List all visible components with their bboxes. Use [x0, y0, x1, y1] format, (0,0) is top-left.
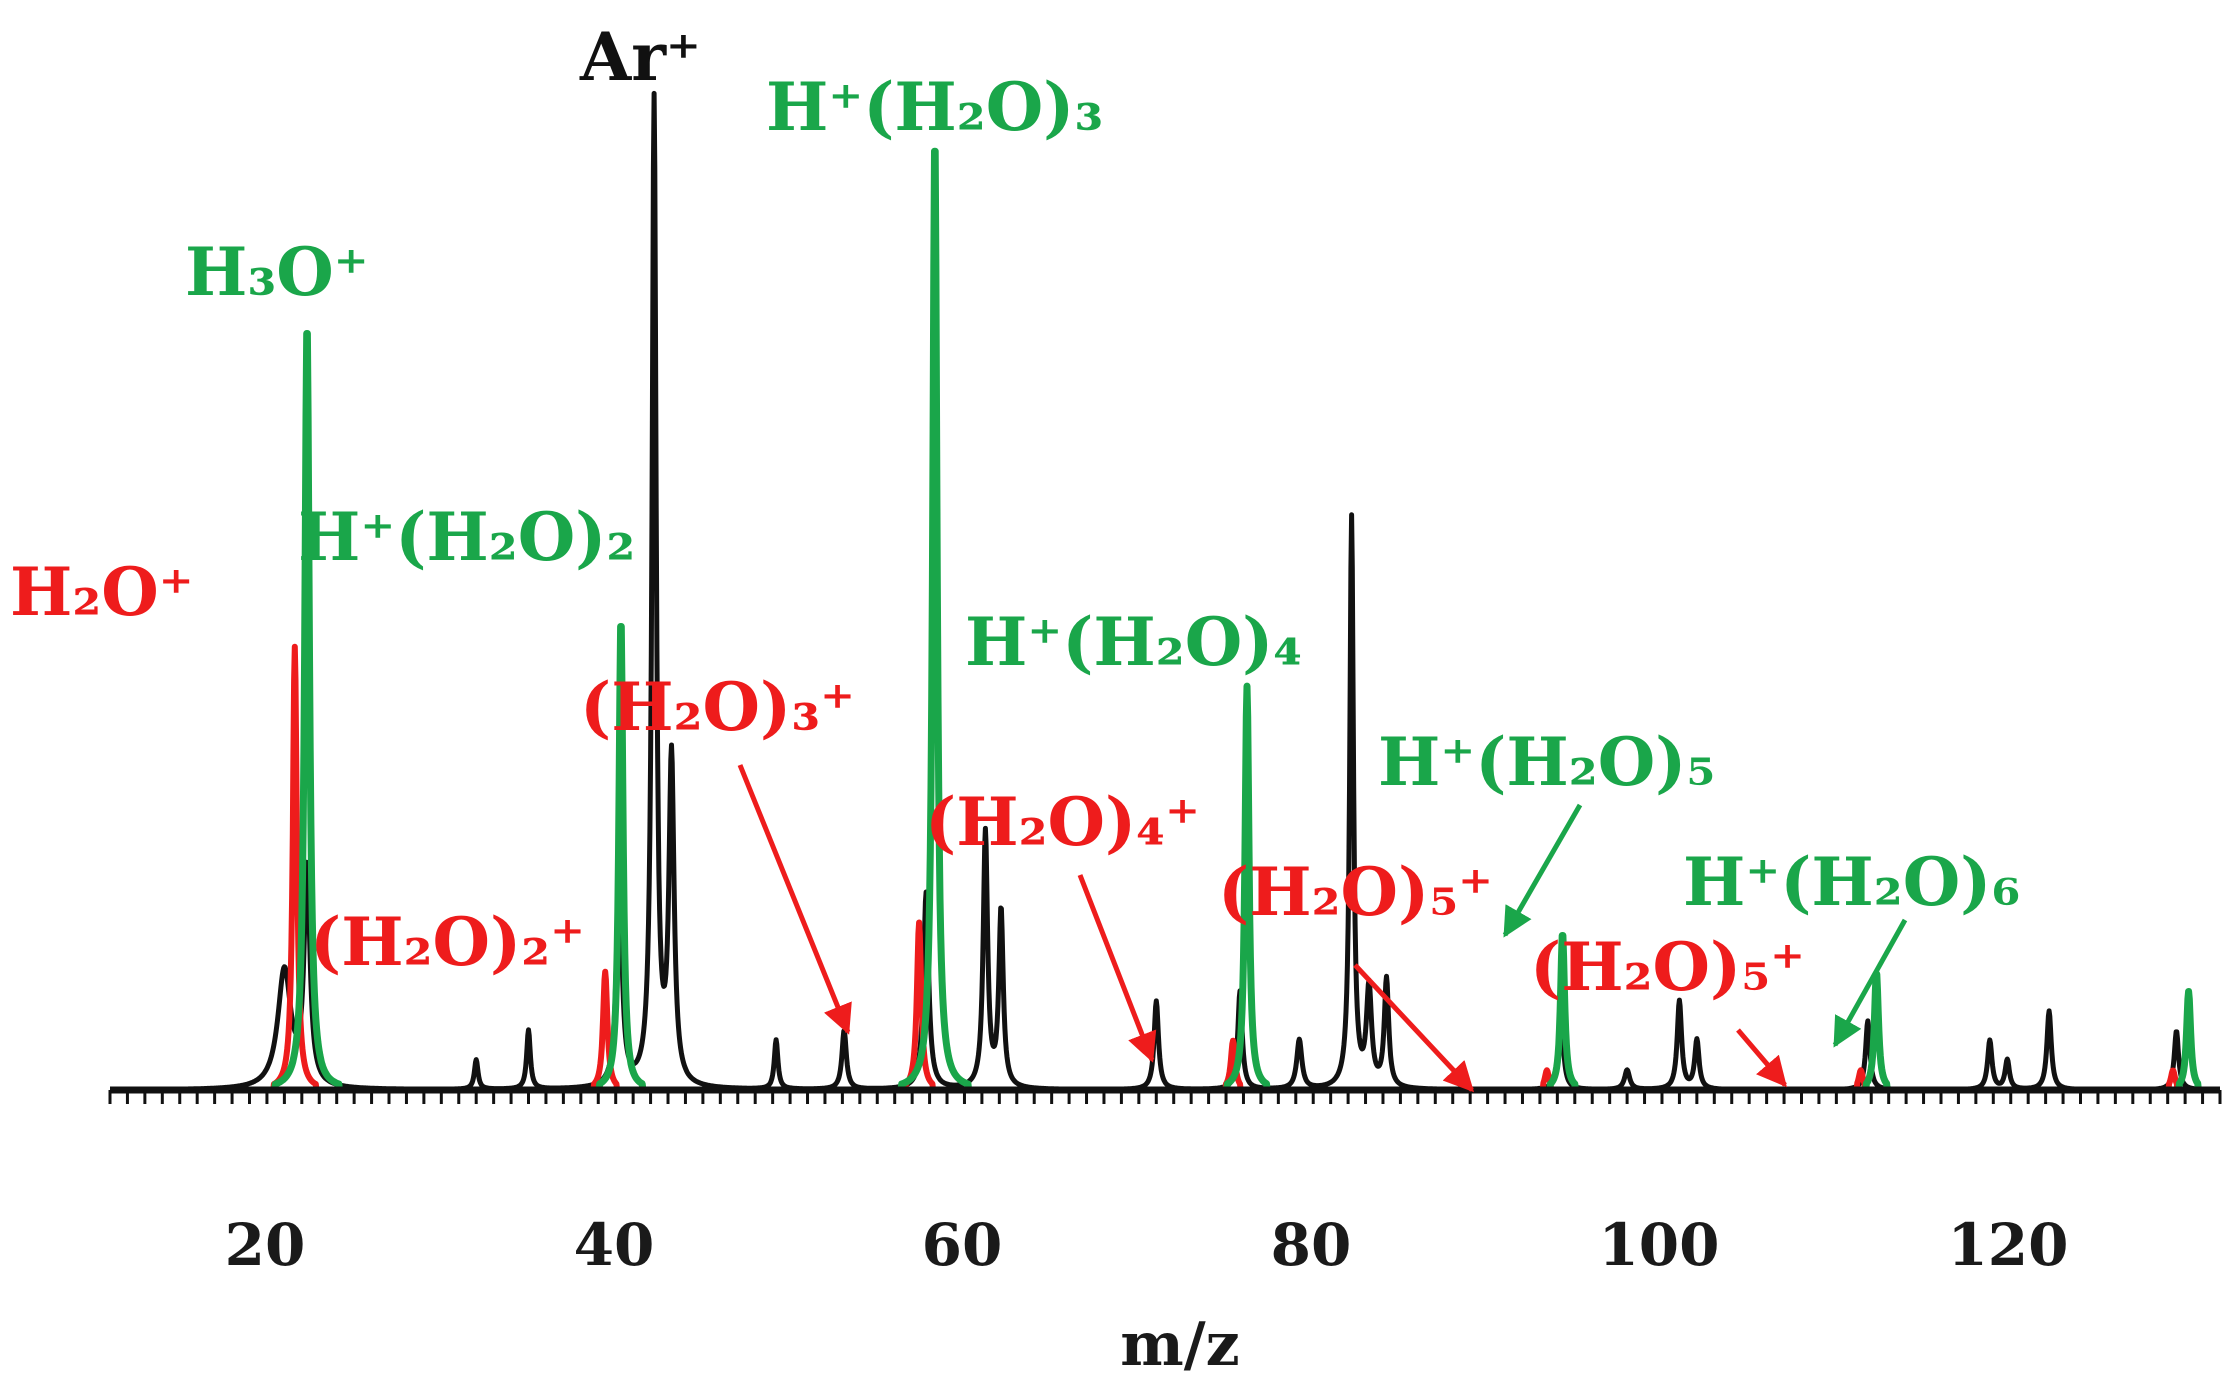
x-axis	[108, 1086, 2222, 1104]
annotation-h-h2o-4: H⁺(H₂O)₄	[965, 603, 1302, 681]
arrow-h-h2o-5	[1502, 803, 1583, 938]
annotation-h-h2o-6: H⁺(H₂O)₆	[1683, 843, 2020, 921]
annotation-h2o-5a: (H₂O)₅⁺	[1218, 853, 1493, 931]
arrow-h2o-5b	[1736, 1028, 1787, 1088]
annotation-arrows	[737, 764, 1908, 1093]
x-tick-label-40: 40	[574, 1211, 655, 1279]
x-tick-label-120: 120	[1947, 1211, 2068, 1279]
arrow-h-h2o-6	[1832, 918, 1908, 1048]
x-tick-label-80: 80	[1271, 1211, 1352, 1279]
annotation-h-h2o-5: H⁺(H₂O)₅	[1378, 723, 1715, 801]
annotation-h-h2o-3: H⁺(H₂O)₃	[766, 68, 1103, 146]
annotation-ar: Ar⁺	[579, 18, 701, 96]
annotation-h3o: H₃O⁺	[185, 233, 369, 311]
x-tick-label-100: 100	[1598, 1211, 1719, 1279]
arrow-h2o-5a	[1353, 963, 1475, 1093]
annotation-h-h2o-2: H⁺(H₂O)₂	[298, 498, 635, 576]
annotation-h2o-3: (H₂O)₃⁺	[580, 668, 855, 746]
x-tick-label-60: 60	[922, 1211, 1003, 1279]
annotation-h2o: H₂O⁺	[10, 553, 194, 631]
arrow-h2o-3	[737, 764, 852, 1035]
arrow-h2o-4	[1077, 874, 1157, 1063]
x-axis-minor-ticks	[108, 1090, 2222, 1104]
annotation-h2o-2: (H₂O)₂⁺	[310, 903, 585, 981]
annotation-h2o-5b: (H₂O)₅⁺	[1530, 928, 1805, 1006]
peak-annotations: Ar⁺ H₃O⁺ H₂O⁺ H⁺(H₂O)₂ (H₂O)₂⁺ H⁺(H₂O)₃ …	[10, 18, 2020, 1006]
x-tick-label-20: 20	[225, 1211, 306, 1279]
annotation-h2o-4: (H₂O)₄⁺	[925, 783, 1200, 861]
x-tick-labels: 20 40 60 80 100 120	[225, 1211, 2069, 1279]
x-axis-label: m/z	[1120, 1310, 1239, 1377]
